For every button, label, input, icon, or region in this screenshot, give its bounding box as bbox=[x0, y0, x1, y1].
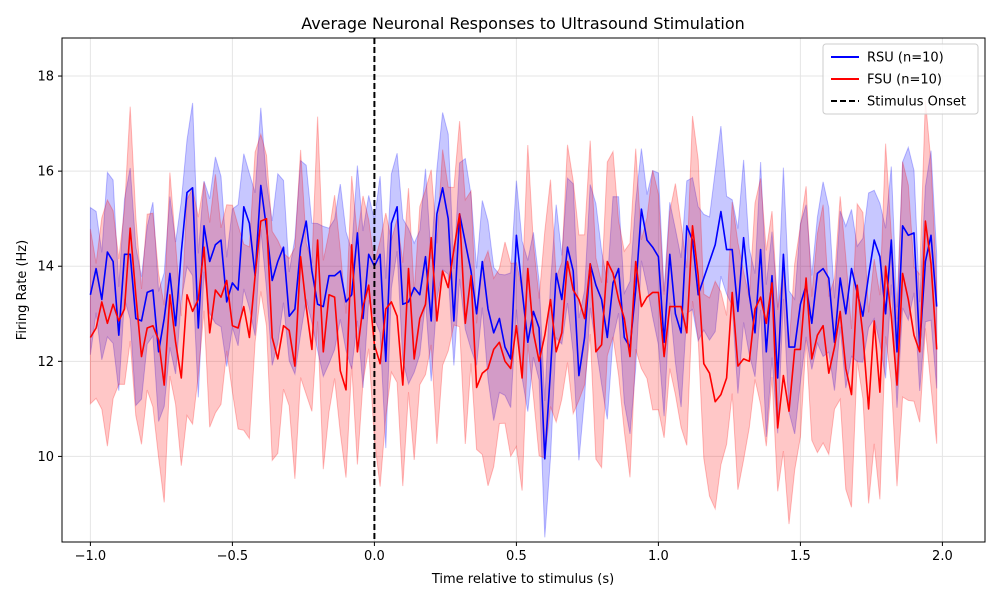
x-tick-label: 0.0 bbox=[364, 549, 385, 564]
x-tick-label: 2.0 bbox=[932, 549, 953, 564]
legend-label-stimulus: Stimulus Onset bbox=[867, 95, 966, 110]
legend-label-fsu: FSU (n=10) bbox=[867, 73, 942, 88]
y-axis-label: Firing Rate (Hz) bbox=[15, 240, 30, 340]
y-tick-label: 16 bbox=[37, 165, 54, 180]
axis-ticks: −1.0 −0.5 0.0 0.5 1.0 1.5 2.0 10 12 14 16 18 bbox=[37, 70, 952, 564]
y-tick-label: 18 bbox=[37, 70, 54, 85]
plot-area-frame bbox=[61, 37, 986, 543]
chart-title: Average Neuronal Responses to Ultrasound… bbox=[301, 14, 745, 33]
x-tick-label: 0.5 bbox=[506, 549, 527, 564]
x-tick-label: −1.0 bbox=[75, 549, 107, 564]
rsu-series-line bbox=[89, 184, 938, 460]
x-tick-label: −0.5 bbox=[217, 549, 249, 564]
x-tick-label: 1.0 bbox=[648, 549, 669, 564]
legend-box bbox=[822, 43, 979, 115]
y-tick-label: 12 bbox=[37, 355, 54, 370]
x-tick-label: 1.5 bbox=[790, 549, 811, 564]
legend: RSU (n=10) FSU (n=10) Stimulus Onset bbox=[822, 43, 979, 115]
y-tick-label: 14 bbox=[37, 260, 54, 275]
x-axis-label: Time relative to stimulus (s) bbox=[431, 572, 614, 587]
series-lines bbox=[89, 38, 938, 542]
y-tick-label: 10 bbox=[37, 450, 54, 465]
legend-label-rsu: RSU (n=10) bbox=[867, 51, 944, 66]
fsu-series-line bbox=[89, 213, 938, 429]
